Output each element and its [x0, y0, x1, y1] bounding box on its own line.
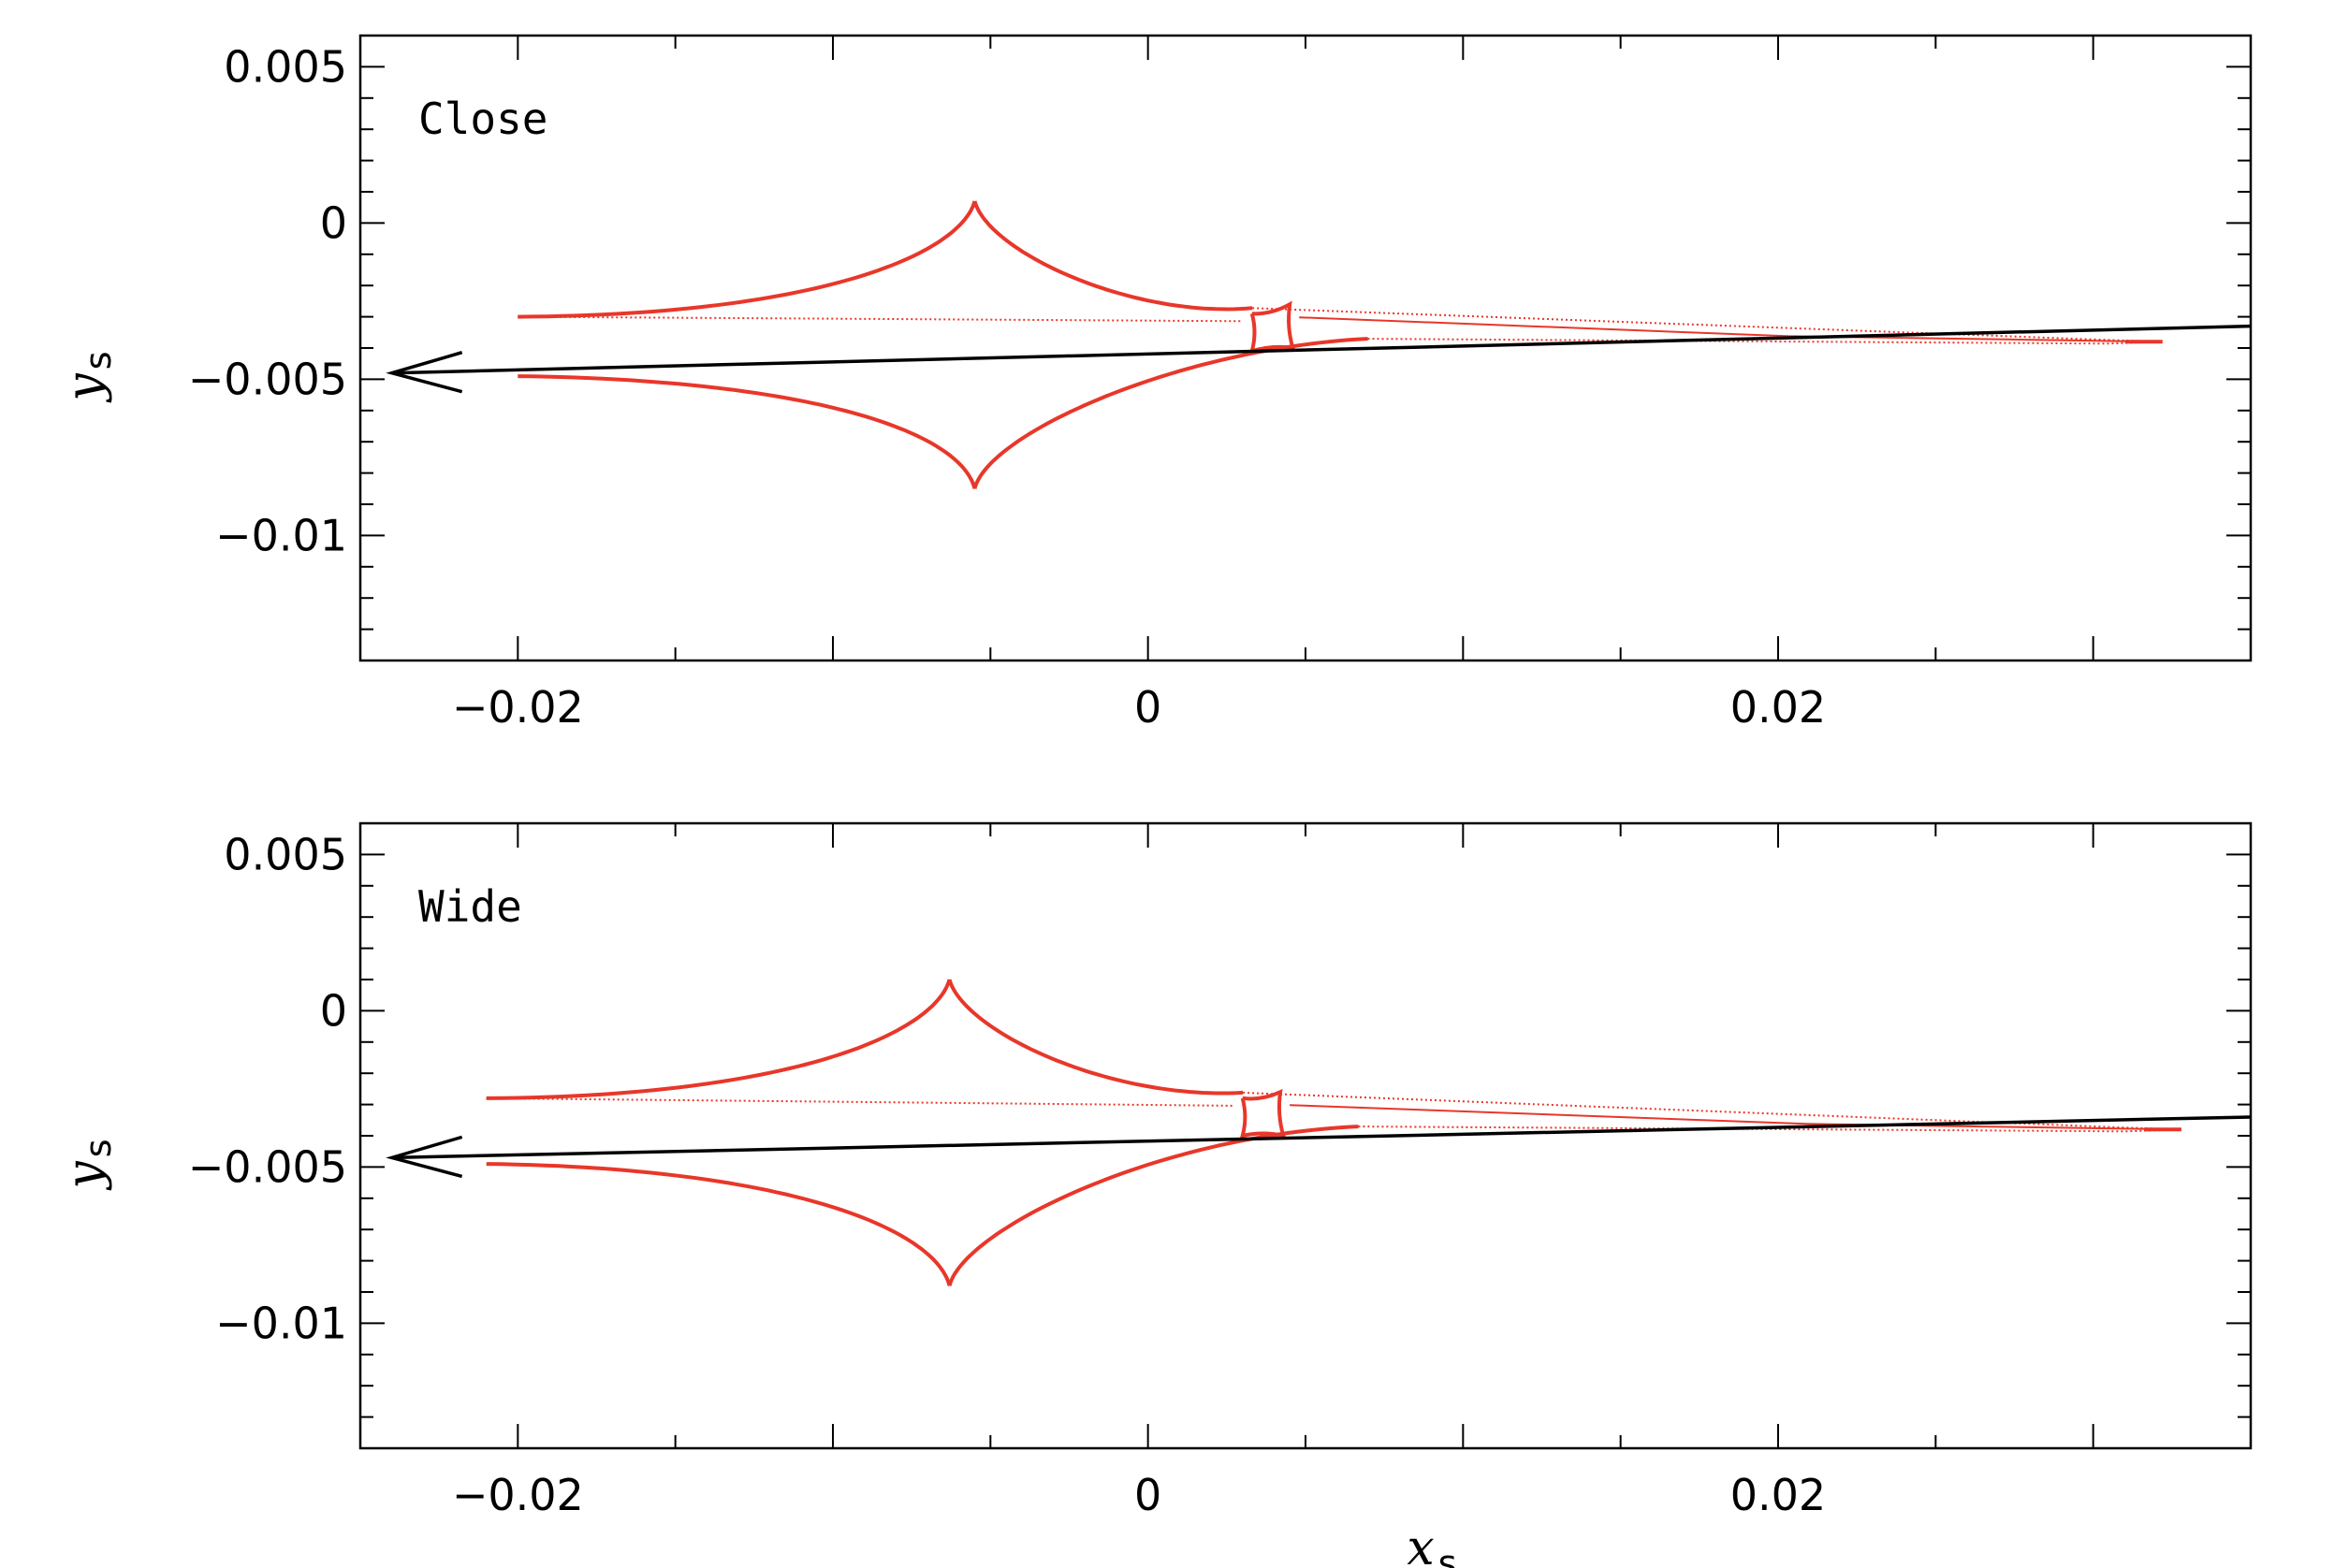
- panel-wide: −0.02 0 0.02 0.005 0 −0.005 −0.01 ys x s Wide: [57, 821, 2253, 1568]
- caustic-inner-line: [518, 315, 1243, 323]
- trajectory-arrowhead: [386, 1135, 463, 1179]
- caustic-lower-right: [972, 337, 1368, 489]
- caustic-lower-left: [518, 374, 977, 489]
- trajectory-arrowhead: [386, 351, 463, 394]
- caustic-upper-right: [947, 979, 1244, 1096]
- y-axis-label: ys: [57, 351, 119, 402]
- x-tick-label: 0: [1134, 682, 1161, 733]
- source-trajectory: [391, 324, 2252, 375]
- y-tick-label: 0.005: [224, 41, 347, 92]
- x-tick-label: −0.02: [452, 1470, 584, 1520]
- y-tick-label: −0.01: [215, 510, 347, 560]
- x-tick-label: 0.02: [1730, 1470, 1826, 1520]
- panel-label: Close: [418, 94, 547, 144]
- y-tick-label: 0: [320, 197, 347, 248]
- planetary-caustic: [1239, 1088, 1287, 1139]
- panel-close: −0.02 0 0.02 0.005 0 −0.005 −0.01 ys Close: [57, 34, 2253, 733]
- x-tick-label: −0.02: [452, 682, 584, 733]
- caustic-inner-line: [1243, 1091, 2181, 1131]
- y-tick-label: −0.005: [188, 1141, 347, 1192]
- x-tick-label: 0.02: [1730, 682, 1826, 733]
- caustic-inner-line: [486, 1096, 1233, 1107]
- caustic-right-fold: [1299, 316, 2163, 343]
- caustic-right-fold: [1290, 1104, 2181, 1131]
- planetary-caustic: [1248, 300, 1296, 355]
- source-trajectory: [391, 1115, 2252, 1160]
- y-tick-label: −0.005: [188, 354, 347, 404]
- y-axis-label: ys: [57, 1139, 119, 1190]
- caustic-upper-right: [972, 200, 1253, 312]
- caustic-upper-left: [486, 979, 952, 1100]
- plot-frame: [358, 34, 2253, 662]
- caustic-upper-left: [518, 200, 977, 319]
- x-tick-label: 0: [1134, 1470, 1161, 1520]
- y-tick-label: −0.01: [215, 1298, 347, 1348]
- y-tick-label: 0.005: [224, 829, 347, 879]
- panel-label: Wide: [418, 881, 522, 932]
- y-tick-label: 0: [320, 985, 347, 1036]
- plot-frame: [358, 821, 2253, 1450]
- caustic-inner-line: [1252, 307, 2163, 343]
- caustic-lower-right: [947, 1125, 1359, 1286]
- caustic-lower-left: [486, 1162, 952, 1286]
